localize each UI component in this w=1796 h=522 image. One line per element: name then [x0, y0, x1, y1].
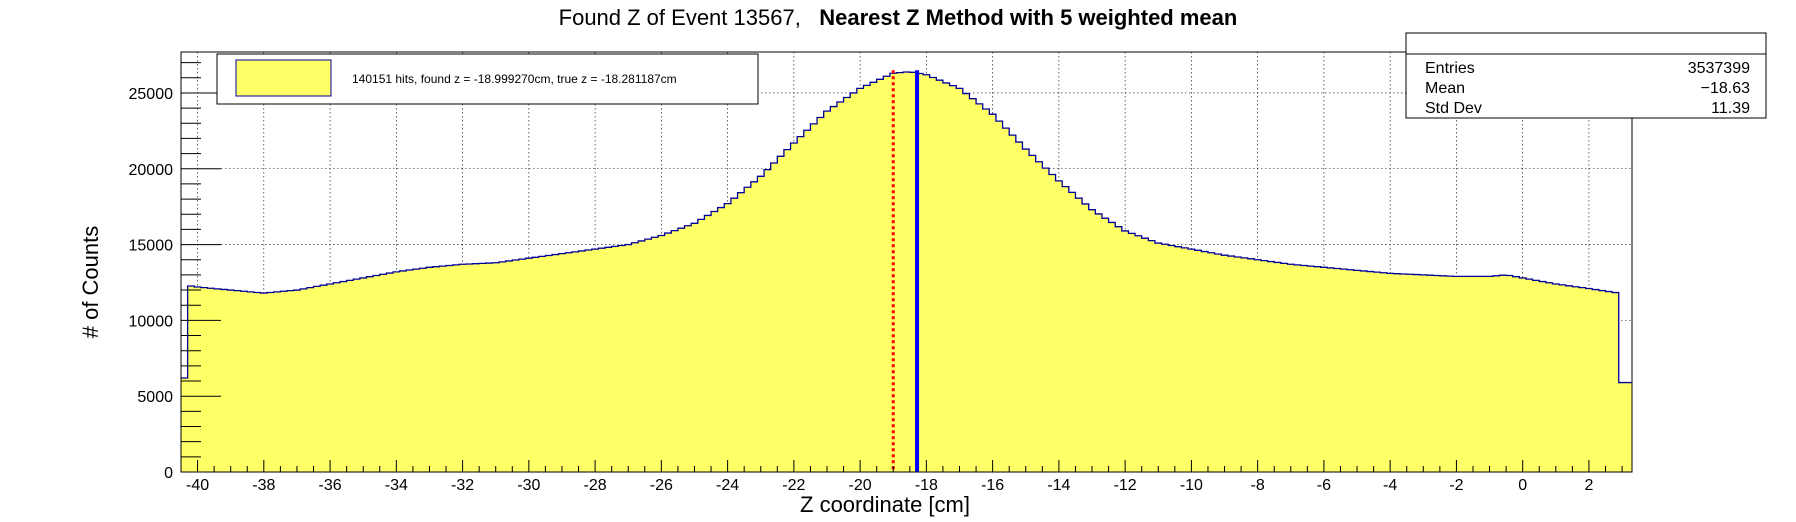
x-tick-label: -4	[1383, 477, 1397, 494]
x-tick-label: -36	[319, 477, 342, 494]
marker-lines	[891, 70, 920, 472]
chart-title-bold: Nearest Z Method with 5 weighted mean	[819, 5, 1237, 30]
stats-label: Mean	[1425, 80, 1465, 97]
x-tick-label: -30	[517, 477, 540, 494]
y-tick-label: 0	[164, 465, 173, 482]
legend-entry-text: 140151 hits, found z = -18.999270cm, tru…	[352, 72, 677, 86]
histogram-outline	[181, 71, 1632, 384]
y-tick-label: 5000	[137, 389, 173, 406]
x-tick-label: -26	[650, 477, 673, 494]
x-tick-label: -24	[716, 477, 739, 494]
x-tick-label: -28	[584, 477, 607, 494]
stats-value: 3537399	[1688, 60, 1750, 77]
stats-value: 11.39	[1711, 100, 1750, 117]
histogram-fill	[181, 72, 1632, 473]
x-tick-label: -22	[782, 477, 805, 494]
stats-value: −18.63	[1701, 80, 1750, 97]
x-tick-label: -6	[1317, 477, 1331, 494]
y-axis-title: # of Counts	[78, 226, 103, 339]
x-tick-label: -2	[1449, 477, 1463, 494]
x-tick-label: 0	[1518, 477, 1527, 494]
y-tick-label: 25000	[129, 86, 174, 103]
y-tick-label: 15000	[129, 238, 174, 255]
x-tick-label: -20	[849, 477, 872, 494]
x-tick-label: -18	[915, 477, 938, 494]
x-tick-label: -10	[1180, 477, 1203, 494]
x-tick-label: -12	[1114, 477, 1137, 494]
y-tick-label: 10000	[129, 313, 174, 330]
x-tick-label: -32	[451, 477, 474, 494]
x-tick-label: -38	[252, 477, 275, 494]
x-tick-label: 2	[1584, 477, 1593, 494]
y-axis-ticks: 0 5000 10000 15000 20000 25000	[129, 62, 221, 482]
plot-frame-border	[180, 51, 1633, 473]
x-axis-ticks: -40 -38 -36 -34 -32 -30 -28 -26 -24 -22 -20 -18 -16-…	[180, 460, 1623, 494]
legend: 140151 hits, found z = -18.999270cm, tru…	[216, 53, 759, 105]
y-tick-label: 20000	[129, 162, 174, 179]
chart-title: Found Z of Event 13567, Nearest Z Method…	[559, 5, 1238, 30]
stats-box: Entries 3537399 Mean −18.63 Std Dev 11.39	[1405, 32, 1767, 119]
x-tick-label: -34	[385, 477, 408, 494]
stats-box-frame	[1405, 32, 1767, 119]
x-tick-label: -8	[1251, 477, 1265, 494]
stats-label: Entries	[1425, 60, 1475, 77]
legend-swatch	[235, 59, 332, 97]
chart-title-prefix: Found Z of Event 13567,	[559, 5, 801, 30]
x-tick-label: -40	[186, 477, 209, 494]
stats-label: Std Dev	[1425, 100, 1482, 117]
x-axis-title: Z coordinate [cm]	[800, 492, 970, 517]
x-tick-label: -16	[981, 477, 1004, 494]
x-tick-label: -14	[1047, 477, 1070, 494]
